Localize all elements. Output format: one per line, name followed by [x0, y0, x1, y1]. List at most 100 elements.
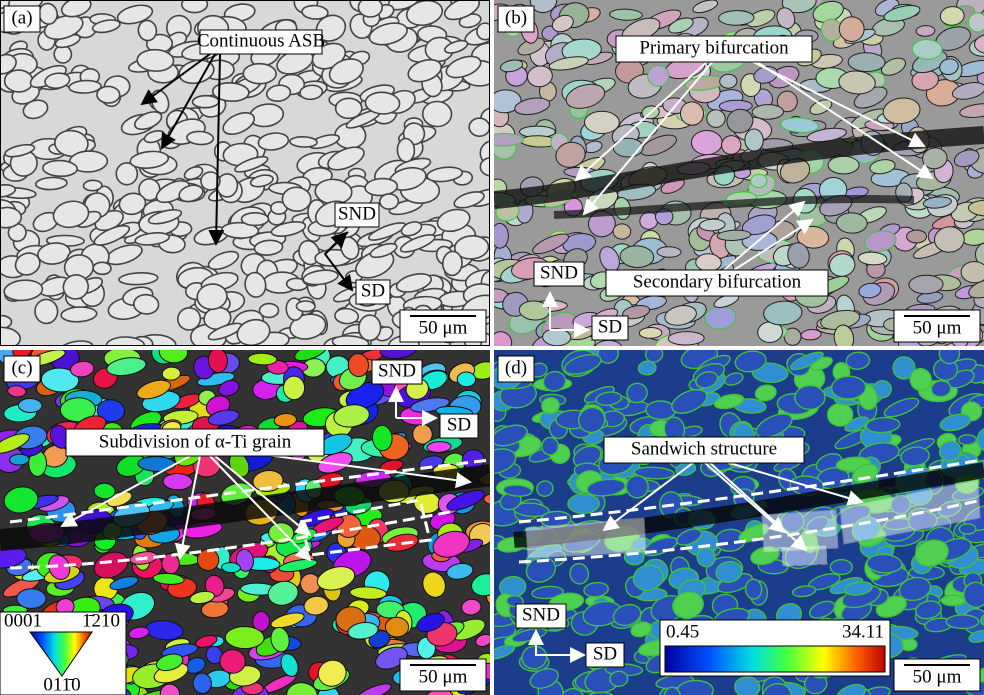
colorbar-label: 0.45 — [666, 621, 699, 642]
grain — [690, 130, 723, 156]
grain — [676, 528, 703, 546]
grain — [280, 653, 299, 677]
grain — [835, 212, 868, 234]
grain — [327, 146, 365, 171]
grain — [541, 397, 560, 415]
grain — [416, 612, 445, 633]
grain — [147, 209, 183, 225]
grain — [968, 629, 984, 643]
annotation: Secondary bifurcation — [633, 271, 802, 292]
grain — [761, 682, 792, 695]
grain — [542, 370, 567, 392]
grain — [565, 83, 606, 109]
grain — [137, 19, 158, 42]
grain — [118, 192, 147, 216]
grain — [880, 57, 907, 76]
grain — [847, 52, 886, 73]
grain — [96, 85, 121, 104]
grain — [0, 326, 21, 346]
grain — [494, 644, 516, 660]
grain — [221, 562, 241, 574]
grain — [364, 91, 401, 115]
grain — [205, 645, 223, 665]
grain — [890, 494, 912, 515]
grain — [445, 55, 482, 79]
grain — [379, 193, 400, 210]
colorbar-label: 34.11 — [842, 621, 884, 642]
annotation: Continuous ASB — [197, 30, 325, 51]
scale-bar: 50 μm — [913, 666, 962, 687]
grain — [857, 251, 888, 266]
grain — [609, 670, 629, 688]
grain — [502, 484, 533, 497]
grain — [922, 196, 952, 209]
annotation: SND — [522, 604, 560, 625]
grain — [976, 67, 984, 89]
grain — [196, 283, 228, 311]
grain — [192, 672, 212, 694]
grain — [638, 326, 663, 339]
grain — [563, 353, 602, 375]
grain — [863, 230, 897, 253]
grain — [922, 147, 948, 170]
grain — [357, 314, 382, 342]
grain — [551, 14, 574, 33]
grain — [421, 100, 453, 128]
grain — [827, 155, 860, 175]
grain — [858, 282, 882, 299]
grain — [207, 409, 240, 426]
grain — [968, 12, 984, 33]
grain — [253, 239, 284, 256]
grain — [499, 59, 524, 73]
grain — [967, 199, 984, 217]
grain — [368, 22, 408, 46]
grain — [270, 612, 305, 629]
grain — [908, 274, 944, 295]
grain — [776, 7, 796, 30]
grain — [257, 132, 290, 151]
grain — [862, 686, 891, 695]
grain — [299, 84, 324, 101]
grain — [222, 112, 256, 135]
grain — [357, 0, 383, 18]
grain — [800, 329, 822, 341]
grain — [754, 384, 777, 402]
grain — [384, 616, 410, 638]
grain — [930, 380, 952, 398]
grain — [695, 253, 722, 272]
annotation: Primary bifurcation — [639, 37, 789, 58]
grain — [914, 539, 949, 567]
grain — [584, 110, 620, 135]
grain — [483, 493, 490, 505]
grain — [93, 482, 116, 500]
grain — [59, 397, 96, 423]
grain — [555, 141, 586, 168]
grain — [155, 180, 191, 204]
panel-label: (b) — [505, 7, 527, 28]
grain — [195, 634, 218, 648]
grain — [242, 62, 277, 85]
grain — [776, 90, 798, 113]
grain — [838, 70, 876, 95]
grain — [869, 159, 896, 175]
grain — [584, 691, 615, 695]
grain — [453, 191, 485, 209]
panel-label: (c) — [11, 357, 32, 378]
grain — [289, 313, 327, 340]
grain — [17, 397, 43, 414]
grain — [494, 448, 517, 475]
grain — [369, 242, 398, 259]
grain — [726, 108, 754, 134]
grain — [938, 440, 962, 462]
grain — [744, 128, 764, 152]
grain — [0, 433, 30, 454]
grain — [468, 117, 490, 138]
grain — [844, 581, 873, 596]
grain — [446, 489, 485, 511]
grain — [52, 200, 90, 229]
grain — [865, 416, 901, 434]
grain — [281, 186, 312, 212]
grain — [531, 585, 564, 600]
grain — [294, 350, 328, 362]
